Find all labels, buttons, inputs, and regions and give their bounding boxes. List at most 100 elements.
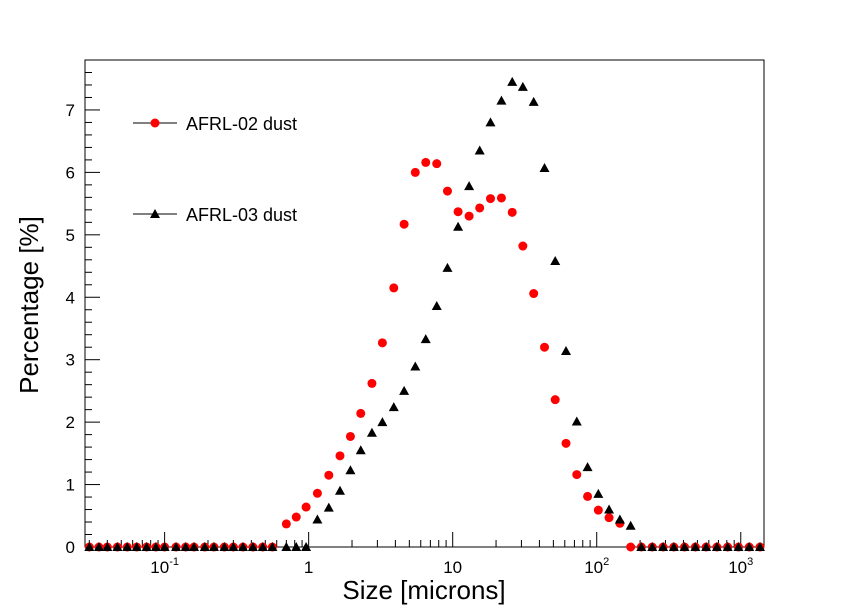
- data-point: [679, 542, 690, 551]
- data-point: [517, 81, 528, 91]
- data-point: [237, 542, 248, 551]
- data-point: [518, 241, 528, 251]
- data-point: [420, 334, 431, 344]
- data-point: [614, 514, 625, 524]
- data-point: [377, 417, 388, 427]
- data-point: [744, 542, 755, 551]
- data-point: [690, 542, 701, 551]
- data-point: [431, 300, 442, 310]
- x-tick-base: 10: [443, 558, 462, 577]
- data-point: [257, 542, 268, 551]
- data-point: [93, 542, 104, 551]
- y-tick-label: 4: [66, 288, 75, 307]
- series-afrl-03: [84, 76, 765, 551]
- data-point: [267, 542, 278, 551]
- x-tick-base: 10: [584, 558, 603, 577]
- data-point: [711, 542, 722, 551]
- legend-label-afrl-03: AFRL-03 dust: [186, 205, 297, 225]
- data-point: [112, 542, 123, 551]
- data-point: [540, 342, 550, 352]
- data-point: [228, 542, 239, 551]
- data-point: [323, 502, 334, 512]
- marks-layer: [84, 76, 765, 552]
- data-point: [208, 542, 219, 551]
- data-point: [442, 186, 452, 196]
- data-point: [421, 157, 431, 167]
- data-point: [301, 542, 312, 551]
- data-point: [345, 465, 356, 475]
- data-point: [367, 378, 377, 388]
- data-point: [507, 207, 517, 217]
- data-point: [356, 408, 366, 418]
- data-point: [247, 542, 258, 551]
- data-point: [122, 542, 133, 551]
- y-axis-title: Percentage [%]: [14, 216, 44, 394]
- data-point: [281, 542, 292, 551]
- data-point: [141, 542, 152, 551]
- data-point: [561, 345, 572, 355]
- data-point: [733, 542, 744, 551]
- data-point: [219, 542, 230, 551]
- data-point: [442, 262, 453, 272]
- data-point: [604, 504, 615, 514]
- data-point: [199, 542, 210, 551]
- data-point: [355, 445, 366, 455]
- data-point: [604, 513, 614, 523]
- data-point: [345, 431, 355, 441]
- data-point: [312, 514, 323, 524]
- data-point: [668, 542, 679, 551]
- data-point: [464, 181, 475, 191]
- data-point: [529, 289, 539, 299]
- y-tick-label: 5: [66, 226, 75, 245]
- legend-marker-afrl-03: [150, 209, 160, 218]
- x-tick-base: 1: [304, 558, 313, 577]
- data-point: [474, 145, 485, 155]
- data-point: [291, 512, 301, 522]
- y-tick-label: 3: [66, 351, 75, 370]
- y-tick-label: 0: [66, 538, 75, 557]
- data-point: [550, 395, 560, 405]
- data-point: [84, 542, 95, 551]
- data-point: [131, 542, 142, 551]
- data-point: [593, 488, 604, 498]
- x-tick-exponent: 2: [603, 556, 609, 568]
- data-point: [159, 542, 170, 551]
- x-tick-label: 10: [443, 558, 462, 577]
- data-point: [453, 221, 464, 231]
- data-point: [102, 542, 113, 551]
- data-point: [572, 470, 582, 480]
- data-point: [399, 219, 409, 229]
- data-point: [658, 542, 669, 551]
- data-point: [507, 76, 518, 86]
- data-point: [625, 520, 636, 530]
- data-point: [561, 438, 571, 448]
- x-tick-label: 1: [304, 558, 313, 577]
- data-point: [496, 193, 506, 203]
- x-axis-title: Size [microns]: [342, 575, 505, 605]
- data-point: [291, 542, 302, 551]
- x-tick-label: 102: [584, 556, 609, 577]
- data-point: [324, 470, 334, 480]
- legend-entry-afrl-03: AFRL-03 dust: [133, 205, 297, 225]
- data-point: [571, 416, 582, 426]
- data-point: [366, 427, 377, 437]
- data-point: [722, 542, 733, 551]
- x-tick-base: 10: [150, 558, 169, 577]
- data-point: [388, 402, 399, 412]
- data-point: [453, 207, 463, 217]
- data-point: [410, 361, 421, 371]
- data-point: [410, 167, 420, 177]
- data-point: [550, 256, 561, 266]
- data-point: [593, 505, 603, 515]
- data-point: [485, 117, 496, 127]
- data-point: [432, 159, 442, 169]
- data-point: [301, 502, 311, 512]
- data-point: [582, 462, 593, 472]
- legend-entry-afrl-02: AFRL-02 dust: [133, 114, 297, 134]
- data-point: [171, 542, 182, 551]
- data-point: [399, 385, 410, 395]
- x-tick-exponent: -1: [169, 556, 179, 568]
- data-point: [389, 283, 399, 293]
